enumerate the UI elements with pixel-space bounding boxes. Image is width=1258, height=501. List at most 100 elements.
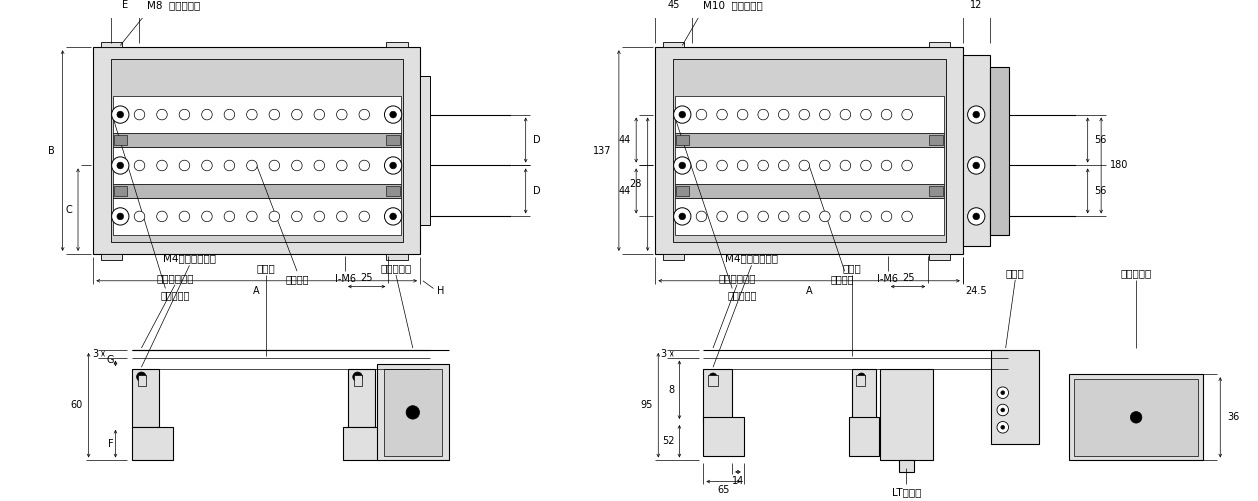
Circle shape	[292, 211, 302, 222]
Bar	[101, 42, 122, 47]
Circle shape	[673, 208, 691, 225]
Text: G: G	[107, 355, 114, 365]
Circle shape	[157, 211, 167, 222]
Text: バリアホルダ: バリアホルダ	[156, 273, 194, 283]
Bar	[386, 42, 408, 47]
Bar	[991, 350, 1039, 444]
Text: F: F	[108, 438, 113, 448]
Text: M8  六角ボルト: M8 六角ボルト	[147, 0, 200, 10]
Bar	[962, 55, 990, 246]
Circle shape	[998, 421, 1009, 433]
Text: 3: 3	[92, 349, 98, 359]
Bar	[113, 184, 401, 198]
Bar	[93, 47, 420, 254]
Text: 36: 36	[1227, 412, 1239, 422]
Bar	[386, 186, 400, 196]
Circle shape	[385, 157, 401, 174]
Circle shape	[179, 211, 190, 222]
Bar	[113, 133, 401, 147]
Bar	[930, 42, 950, 47]
Circle shape	[819, 211, 830, 222]
Text: A: A	[253, 286, 260, 296]
Text: 主幹バー: 主幹バー	[286, 274, 308, 284]
Bar	[674, 184, 944, 198]
Circle shape	[819, 109, 830, 120]
Bar	[655, 47, 962, 254]
Circle shape	[337, 109, 347, 120]
Circle shape	[337, 160, 347, 171]
Bar	[676, 135, 689, 145]
Bar	[674, 133, 944, 147]
Text: I-M6: I-M6	[335, 274, 356, 284]
Circle shape	[179, 109, 190, 120]
Circle shape	[840, 109, 850, 120]
Circle shape	[269, 109, 279, 120]
Circle shape	[314, 109, 325, 120]
Circle shape	[224, 109, 235, 120]
Text: 8: 8	[668, 385, 674, 395]
Circle shape	[292, 160, 302, 171]
Circle shape	[269, 211, 279, 222]
Bar	[1069, 374, 1203, 460]
Bar	[377, 364, 449, 460]
Circle shape	[385, 208, 401, 225]
Text: 56: 56	[1094, 135, 1107, 145]
Circle shape	[314, 160, 325, 171]
Text: A: A	[806, 286, 813, 296]
Circle shape	[135, 211, 145, 222]
Text: 25: 25	[361, 273, 372, 283]
Circle shape	[269, 160, 279, 171]
Circle shape	[860, 160, 872, 171]
Circle shape	[902, 109, 912, 120]
Text: 絶縁バリヤ: 絶縁バリヤ	[1121, 268, 1152, 278]
Bar	[101, 254, 122, 260]
Text: 3: 3	[660, 349, 667, 359]
Bar	[343, 427, 380, 460]
Circle shape	[737, 211, 749, 222]
Bar	[855, 375, 866, 386]
Bar	[663, 42, 684, 47]
Text: 主幹バー: 主幹バー	[830, 274, 854, 284]
Text: バリアホルダ: バリアホルダ	[718, 273, 756, 283]
Bar	[385, 369, 442, 455]
Circle shape	[757, 160, 769, 171]
Circle shape	[224, 160, 235, 171]
Circle shape	[247, 109, 257, 120]
Bar	[674, 96, 944, 133]
Text: 44: 44	[618, 186, 630, 196]
Circle shape	[112, 208, 128, 225]
Circle shape	[799, 109, 810, 120]
Circle shape	[157, 109, 167, 120]
Circle shape	[860, 109, 872, 120]
Circle shape	[673, 157, 691, 174]
Circle shape	[757, 109, 769, 120]
Bar	[930, 186, 942, 196]
Bar	[898, 460, 913, 472]
Text: 60: 60	[70, 400, 83, 410]
Circle shape	[292, 109, 302, 120]
Circle shape	[902, 160, 912, 171]
Bar	[703, 417, 743, 455]
Circle shape	[696, 160, 707, 171]
Circle shape	[247, 160, 257, 171]
Circle shape	[201, 211, 213, 222]
Circle shape	[902, 211, 912, 222]
Circle shape	[696, 109, 707, 120]
Bar	[113, 198, 401, 234]
Circle shape	[737, 109, 749, 120]
Circle shape	[112, 157, 128, 174]
Text: 14: 14	[732, 476, 745, 486]
Bar	[879, 369, 932, 460]
Circle shape	[998, 387, 1009, 398]
Circle shape	[117, 111, 123, 118]
Circle shape	[882, 109, 892, 120]
Text: 25: 25	[902, 273, 915, 283]
Circle shape	[717, 211, 727, 222]
Circle shape	[779, 211, 789, 222]
Bar	[676, 186, 689, 196]
Bar	[132, 427, 174, 460]
Text: 絶縁バリヤ: 絶縁バリヤ	[380, 263, 411, 273]
Circle shape	[679, 111, 686, 118]
Circle shape	[390, 213, 396, 220]
Text: D: D	[533, 186, 541, 196]
